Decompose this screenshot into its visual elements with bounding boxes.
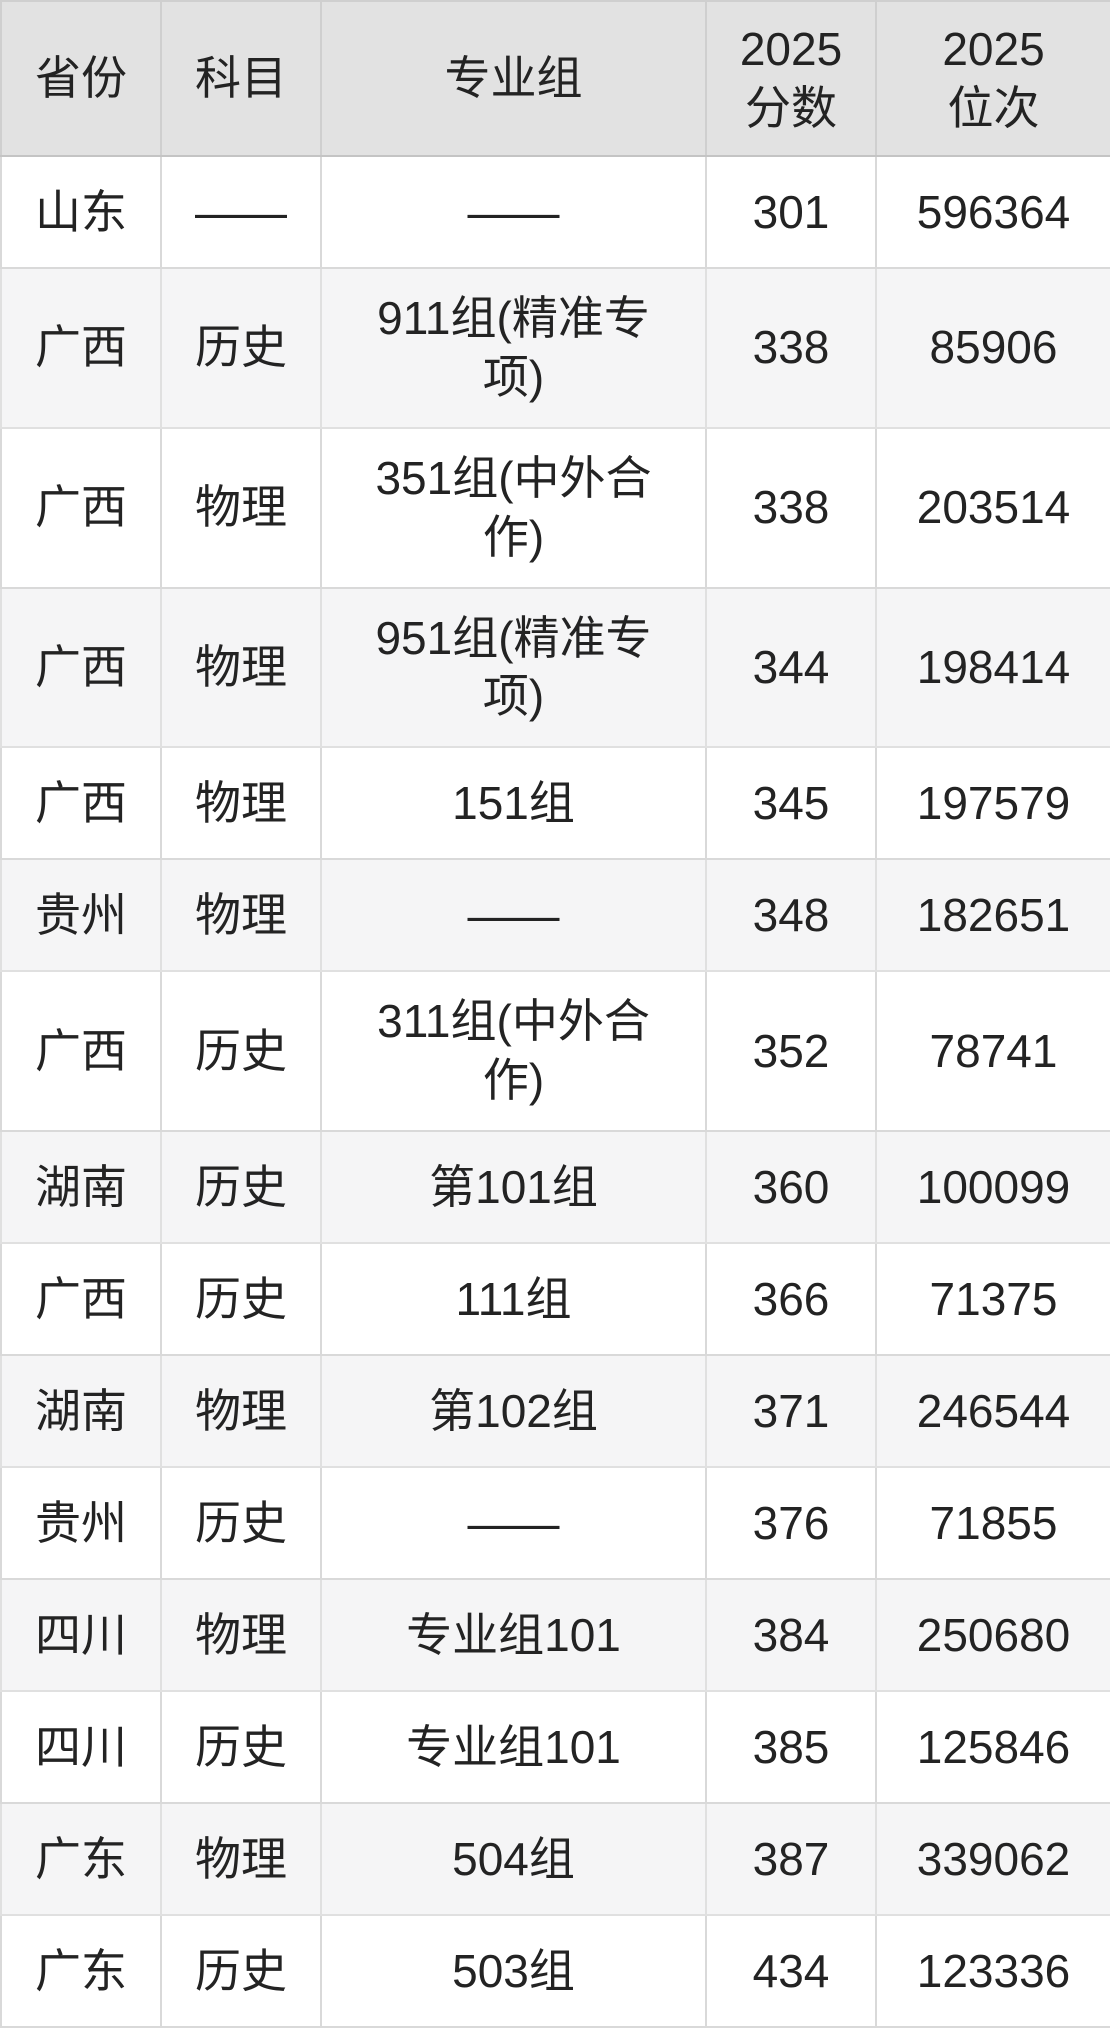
cell-rank: 182651	[875, 858, 1110, 973]
table-header: 省份 科目 专业组 2025 分数 2025 位次	[0, 0, 1110, 157]
table-row: 广西 历史 111组 366 71375	[0, 1242, 1110, 1356]
cell-group: 311组(中外合 作)	[320, 970, 707, 1132]
cell-subject: 历史	[160, 1914, 322, 2028]
cell-group: 503组	[320, 1914, 707, 2028]
cell-province: 广西	[0, 970, 162, 1132]
table-row: 广东 历史 503组 434 123336	[0, 1914, 1110, 2028]
table-body: 山东 —— —— 301 596364 广西 历史 911组(精准专 项) 338 85906 广西…	[0, 155, 1110, 2028]
cell-rank: 85906	[875, 267, 1110, 429]
cell-group: ——	[320, 858, 707, 973]
cell-province: 广西	[0, 267, 162, 429]
cell-subject: 物理	[160, 1802, 322, 1916]
cell-group: 151组	[320, 746, 707, 861]
cell-group: ——	[320, 1466, 707, 1580]
cell-province: 贵州	[0, 858, 162, 973]
cell-subject: 历史	[160, 1690, 322, 1804]
cell-subject: 历史	[160, 1242, 322, 1356]
cell-score: 434	[705, 1914, 877, 2028]
col-header-group: 专业组	[320, 0, 707, 157]
cell-group: 专业组101	[320, 1690, 707, 1804]
cell-province: 湖南	[0, 1130, 162, 1244]
cell-score: 385	[705, 1690, 877, 1804]
cell-subject: 物理	[160, 746, 322, 861]
cell-rank: 100099	[875, 1130, 1110, 1244]
cell-subject: 物理	[160, 426, 322, 589]
table-row: 贵州 历史 —— 376 71855	[0, 1466, 1110, 1580]
cell-province: 四川	[0, 1578, 162, 1692]
table-row: 山东 —— —— 301 596364	[0, 155, 1110, 269]
cell-group: 第101组	[320, 1130, 707, 1244]
cell-group: ——	[320, 155, 707, 269]
cell-subject: 历史	[160, 267, 322, 429]
cell-subject: 物理	[160, 1354, 322, 1468]
cell-rank: 71855	[875, 1466, 1110, 1580]
cell-score: 352	[705, 970, 877, 1132]
table-row: 湖南 物理 第102组 371 246544	[0, 1354, 1110, 1468]
table-row: 湖南 历史 第101组 360 100099	[0, 1130, 1110, 1244]
cell-subject: 历史	[160, 1466, 322, 1580]
cell-score: 345	[705, 746, 877, 861]
cell-rank: 71375	[875, 1242, 1110, 1356]
cell-province: 广西	[0, 426, 162, 589]
cell-province: 贵州	[0, 1466, 162, 1580]
table-row: 四川 历史 专业组101 385 125846	[0, 1690, 1110, 1804]
cell-score: 360	[705, 1130, 877, 1244]
cell-rank: 250680	[875, 1578, 1110, 1692]
col-header-rank: 2025 位次	[875, 0, 1110, 157]
cell-province: 广东	[0, 1914, 162, 2028]
cell-subject: 物理	[160, 586, 322, 749]
table-row: 贵州 物理 —— 348 182651	[0, 858, 1110, 973]
cell-rank: 78741	[875, 970, 1110, 1132]
cell-score: 301	[705, 155, 877, 269]
cell-subject: 历史	[160, 970, 322, 1132]
col-header-score: 2025 分数	[705, 0, 877, 157]
cell-rank: 197579	[875, 746, 1110, 861]
cell-rank: 339062	[875, 1802, 1110, 1916]
cell-group: 911组(精准专 项)	[320, 267, 707, 429]
cell-score: 348	[705, 858, 877, 973]
cell-province: 山东	[0, 155, 162, 269]
cell-province: 湖南	[0, 1354, 162, 1468]
table-row: 广西 历史 911组(精准专 项) 338 85906	[0, 267, 1110, 429]
cell-score: 371	[705, 1354, 877, 1468]
cell-rank: 596364	[875, 155, 1110, 269]
cell-score: 366	[705, 1242, 877, 1356]
cell-score: 344	[705, 586, 877, 749]
table-row: 广西 物理 951组(精准专 项) 344 198414	[0, 586, 1110, 749]
cell-group: 111组	[320, 1242, 707, 1356]
cell-rank: 125846	[875, 1690, 1110, 1804]
cell-score: 376	[705, 1466, 877, 1580]
cell-province: 广西	[0, 586, 162, 749]
table-row: 四川 物理 专业组101 384 250680	[0, 1578, 1110, 1692]
cell-province: 广东	[0, 1802, 162, 1916]
cell-subject: 物理	[160, 1578, 322, 1692]
cell-group: 951组(精准专 项)	[320, 586, 707, 749]
cell-subject: ——	[160, 155, 322, 269]
cell-rank: 198414	[875, 586, 1110, 749]
col-header-subject: 科目	[160, 0, 322, 157]
cell-rank: 123336	[875, 1914, 1110, 2028]
table-row: 广西 物理 351组(中外合 作) 338 203514	[0, 426, 1110, 589]
table-row: 广东 物理 504组 387 339062	[0, 1802, 1110, 1916]
cell-rank: 246544	[875, 1354, 1110, 1468]
cell-group: 专业组101	[320, 1578, 707, 1692]
cell-subject: 历史	[160, 1130, 322, 1244]
cell-province: 四川	[0, 1690, 162, 1804]
cell-score: 338	[705, 267, 877, 429]
cell-score: 384	[705, 1578, 877, 1692]
cell-rank: 203514	[875, 426, 1110, 589]
cell-score: 338	[705, 426, 877, 589]
cell-group: 第102组	[320, 1354, 707, 1468]
cell-subject: 物理	[160, 858, 322, 973]
col-header-province: 省份	[0, 0, 162, 157]
cell-group: 504组	[320, 1802, 707, 1916]
table-row: 广西 物理 151组 345 197579	[0, 746, 1110, 861]
cell-province: 广西	[0, 746, 162, 861]
table-row: 广西 历史 311组(中外合 作) 352 78741	[0, 970, 1110, 1132]
cell-group: 351组(中外合 作)	[320, 426, 707, 589]
header-row: 省份 科目 专业组 2025 分数 2025 位次	[0, 0, 1110, 157]
cell-province: 广西	[0, 1242, 162, 1356]
cell-score: 387	[705, 1802, 877, 1916]
